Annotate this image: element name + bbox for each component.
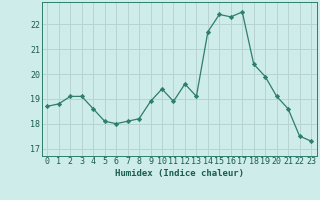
X-axis label: Humidex (Indice chaleur): Humidex (Indice chaleur) [115, 169, 244, 178]
